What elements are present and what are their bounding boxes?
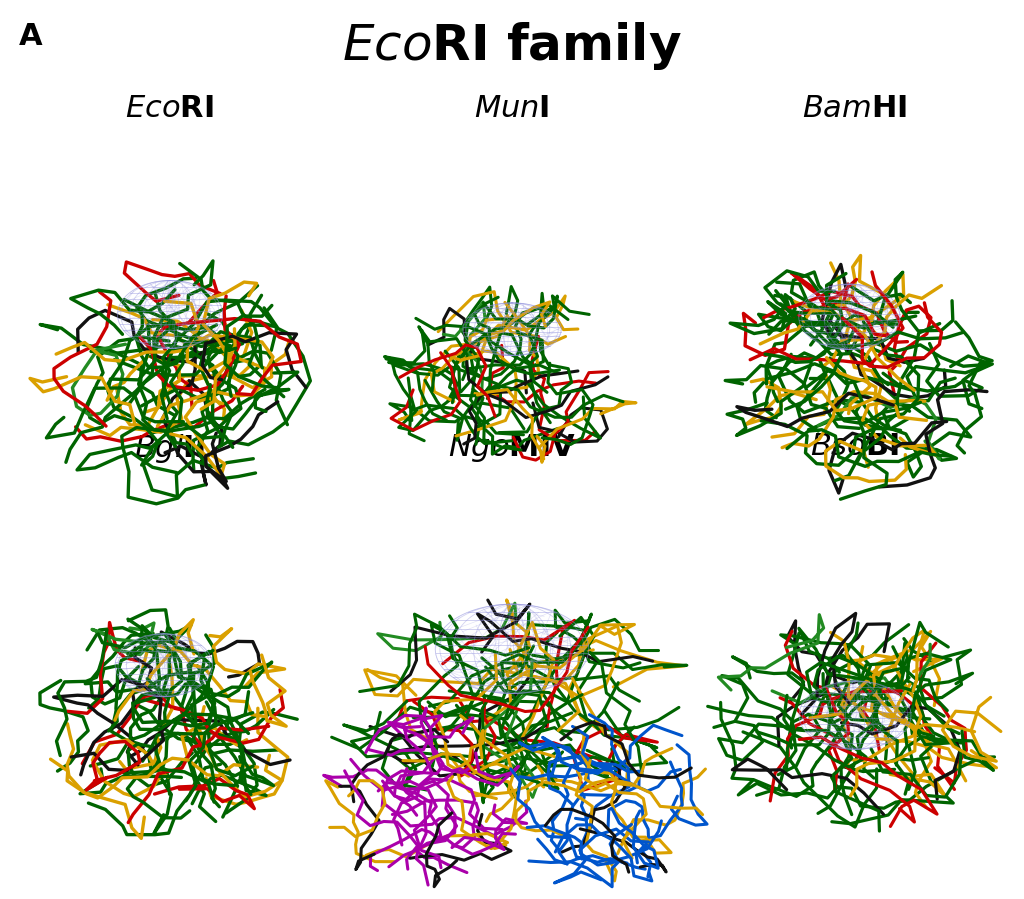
Text: A: A — [18, 22, 42, 51]
Text: $\mathit{Bso}$BI: $\mathit{Bso}$BI — [810, 432, 900, 460]
Text: $\mathit{Bgl}$II: $\mathit{Bgl}$II — [134, 432, 204, 465]
Text: $\mathit{Mun}$I: $\mathit{Mun}$I — [474, 94, 550, 123]
Text: $\mathit{Eco}$RI: $\mathit{Eco}$RI — [125, 94, 213, 123]
Text: $\mathit{Bam}$HI: $\mathit{Bam}$HI — [803, 94, 907, 123]
Text: $\mathit{Eco}$RI family: $\mathit{Eco}$RI family — [342, 20, 682, 72]
Text: $\mathit{Ngo}$MIV: $\mathit{Ngo}$MIV — [449, 432, 575, 464]
